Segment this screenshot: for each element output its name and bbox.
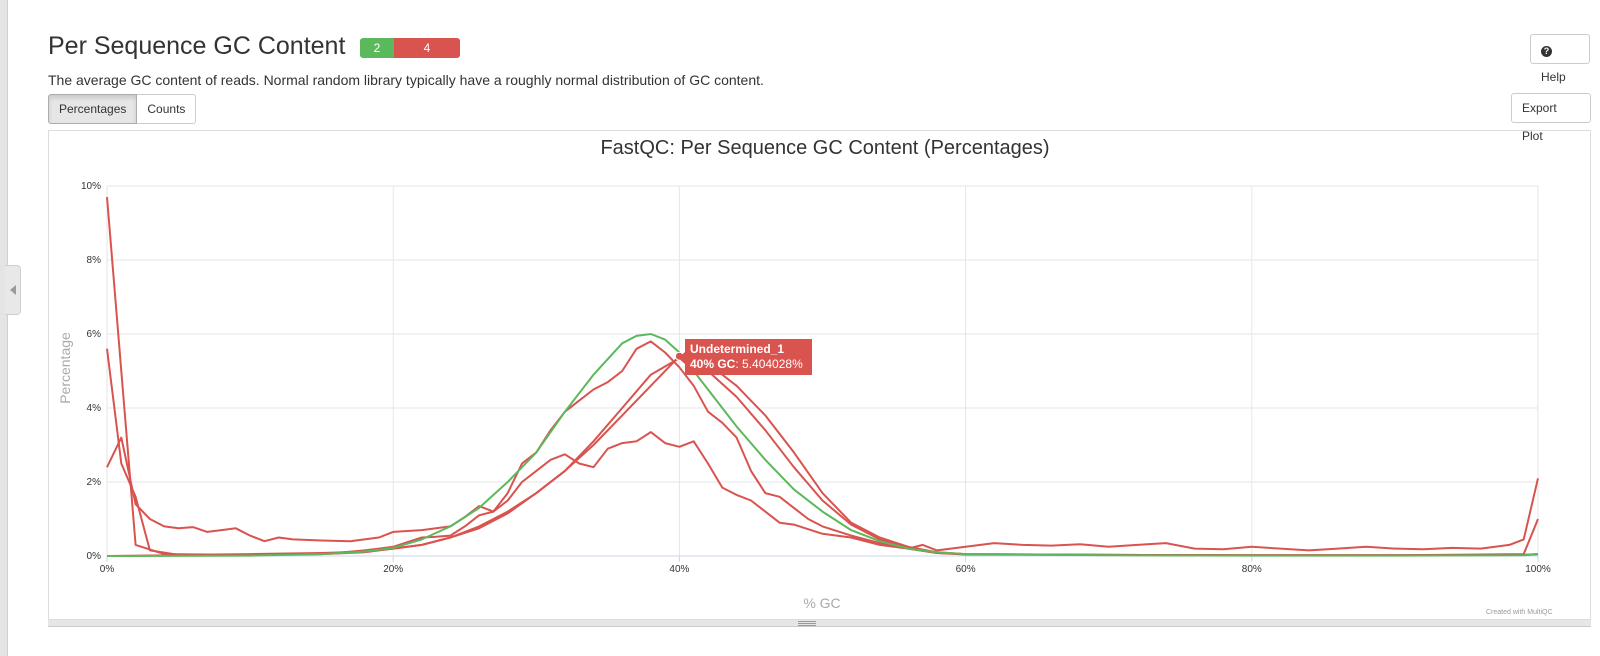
export-plot-button[interactable]: Export Plot: [1511, 93, 1591, 143]
question-circle-icon: ?: [1541, 46, 1552, 57]
series-line-3[interactable]: [106, 340, 1539, 552]
caret-left-icon: [9, 285, 16, 295]
x-tick-label: 40%: [669, 564, 689, 575]
tooltip-pointer: [678, 352, 685, 364]
section-title: Per Sequence GC Content: [48, 32, 346, 60]
tooltip-value-row: 40% GC: 5.404028%: [690, 357, 803, 371]
pass-count-badge[interactable]: 2: [360, 38, 394, 58]
chart-title: FastQC: Per Sequence GC Content (Percent…: [600, 137, 1049, 159]
left-rail: [0, 0, 8, 656]
tooltip-series: Undetermined_1: [690, 342, 785, 356]
series-line-5[interactable]: [106, 333, 1539, 557]
status-badges: 2 4: [360, 38, 460, 58]
credits-text[interactable]: Created with MultiQC: [1486, 609, 1553, 616]
x-axis-label: % GC: [803, 595, 840, 611]
section-description: The average GC content of reads. Normal …: [48, 72, 764, 88]
percentages-button[interactable]: Percentages: [48, 94, 138, 124]
help-button[interactable]: ? Help: [1530, 34, 1590, 84]
counts-button[interactable]: Counts: [137, 94, 197, 124]
help-label: Help: [1541, 70, 1566, 84]
x-tick-label: 20%: [383, 564, 403, 575]
plot-resize-bar[interactable]: [48, 620, 1591, 627]
x-tick-label: 80%: [1242, 564, 1262, 575]
resize-grip-icon[interactable]: [798, 620, 816, 626]
data-tooltip: Undetermined_1 40% GC: 5.404028%: [685, 339, 812, 375]
x-tick-label: 100%: [1525, 564, 1551, 575]
series-line-2[interactable]: [106, 348, 1539, 557]
y-tick-label: 0%: [87, 551, 102, 562]
fail-count-badge[interactable]: 4: [394, 38, 460, 58]
plot-container: [48, 130, 1591, 620]
data-type-toggle: Percentages Counts: [48, 94, 197, 124]
y-tick-label: 10%: [81, 181, 101, 192]
gc-content-chart[interactable]: 0% 2% 4% 6% 8% 10% 0% 20% 40% 60% 80% 100% FastQC: …: [48, 130, 1591, 620]
y-tick-label: 4%: [87, 403, 102, 414]
collapse-sidebar-toggle[interactable]: [5, 265, 21, 315]
y-axis-label: Percentage: [57, 332, 73, 404]
y-tick-label: 2%: [87, 477, 102, 488]
y-tick-label: 6%: [87, 329, 102, 340]
x-tick-label: 60%: [956, 564, 976, 575]
x-tick-label: 0%: [100, 564, 115, 575]
y-tick-label: 8%: [87, 255, 102, 266]
